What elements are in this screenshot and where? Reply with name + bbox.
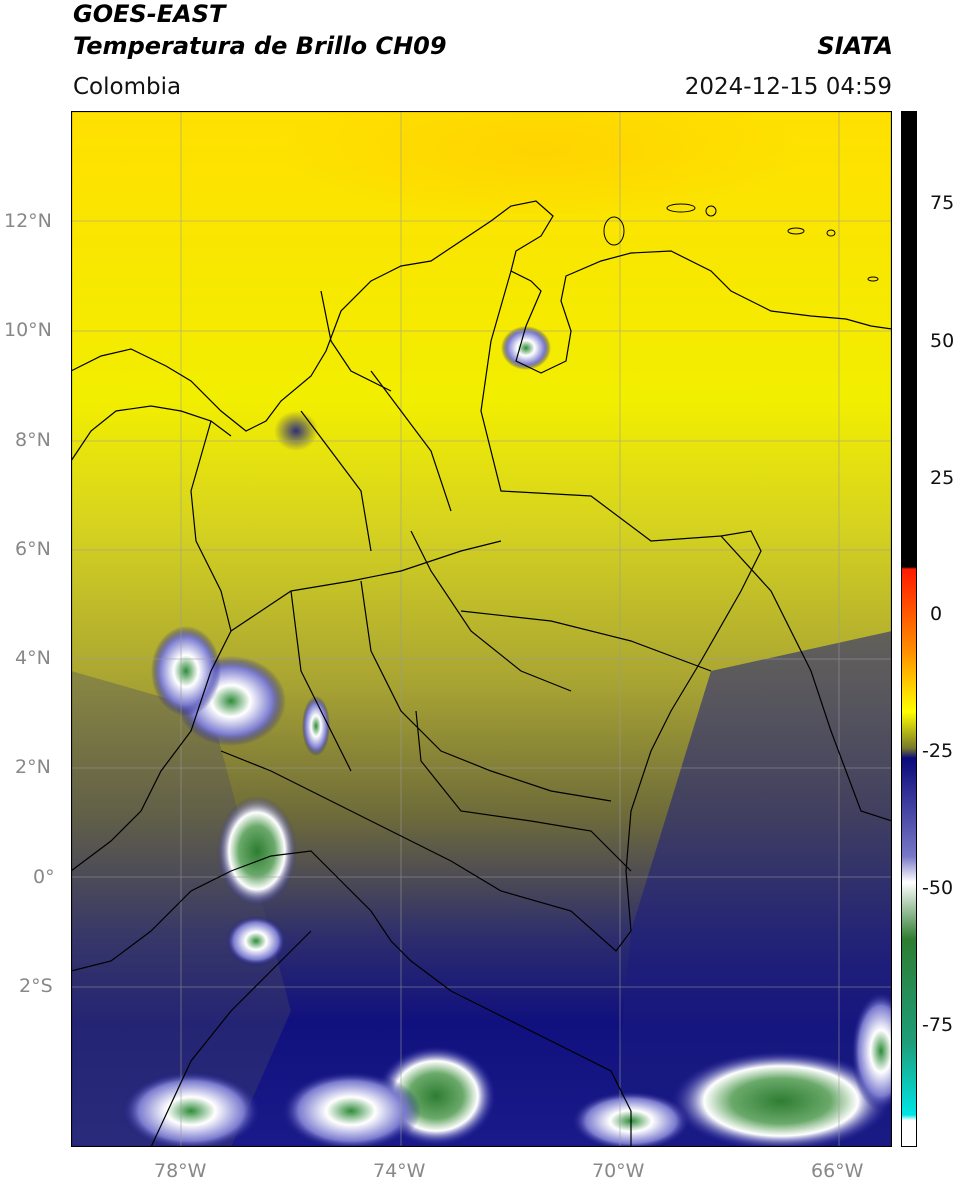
lat-tick-10n: 10°N [4, 319, 52, 341]
lat-tick-2n: 2°N [15, 756, 51, 778]
colorbar-tick-minus25: -25 [922, 740, 954, 762]
product-title: Temperatura de Brillo CH09 [73, 32, 447, 60]
colorbar-tick-75: 75 [930, 192, 955, 214]
colorbar-tick-minus75: -75 [922, 1014, 954, 1036]
region-label: Colombia [73, 74, 182, 100]
lat-tick-8n: 8°N [15, 429, 51, 451]
colorbar-tick-minus50: -50 [922, 877, 954, 899]
lat-tick-12n: 12°N [4, 210, 52, 232]
colorbar-tick-25: 25 [930, 467, 955, 489]
satellite-title: GOES-EAST [73, 0, 226, 28]
country-borders [71, 200, 892, 1147]
lon-tick-66w: 66°W [811, 1160, 864, 1182]
lon-tick-78w: 78°W [154, 1160, 207, 1182]
lat-tick-0: 0° [33, 866, 55, 888]
agency-label: SIATA [817, 32, 893, 60]
datetime-label: 2024-12-15 04:59 [684, 74, 892, 100]
colorbar-tick-50: 50 [930, 330, 955, 352]
lon-tick-70w: 70°W [592, 1160, 645, 1182]
lat-tick-6n: 6°N [15, 538, 51, 560]
lat-tick-4n: 4°N [15, 647, 51, 669]
temperature-colorbar [901, 111, 917, 1147]
colorbar-tick-0: 0 [930, 603, 943, 625]
lon-tick-74w: 74°W [373, 1160, 426, 1182]
lat-tick-2s: 2°S [19, 975, 53, 997]
satellite-map [71, 111, 892, 1147]
